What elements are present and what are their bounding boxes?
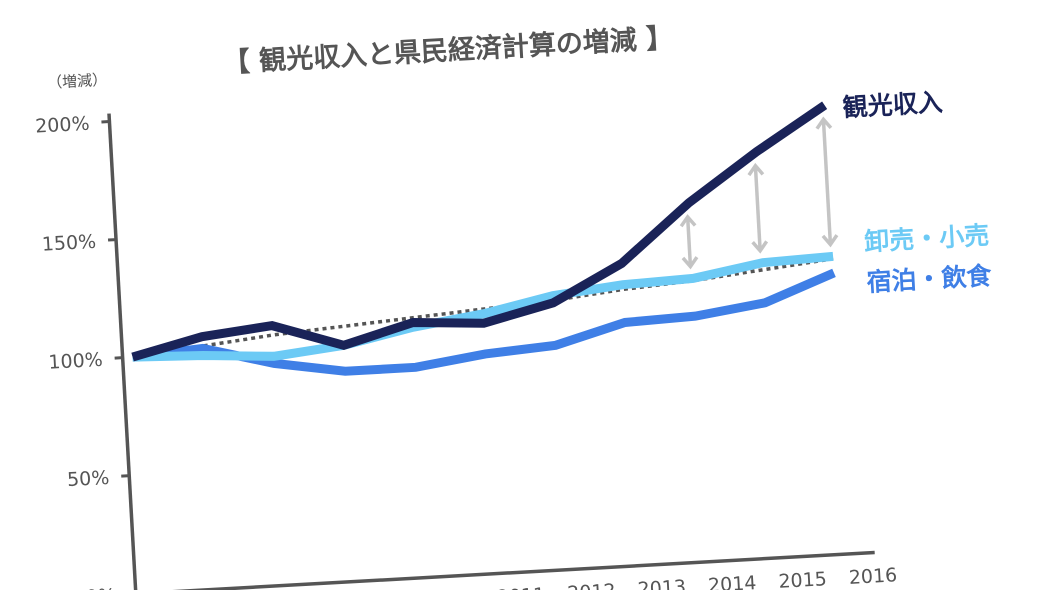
legend-label-2: 宿泊・飲食 [866, 261, 993, 297]
x-tick-label: 2015 [778, 568, 828, 590]
x-axis: 200820092010201120122013201420152016 [132, 551, 898, 590]
y-axis-line [109, 114, 136, 590]
double-arrow-shaft [823, 119, 830, 244]
legend-label-0: 観光収入 [842, 88, 943, 123]
x-axis-line [132, 552, 875, 590]
x-tick-label: 2016 [848, 564, 898, 589]
chart-title: 【 観光収入と県民経済計算の増減 】 [222, 22, 674, 79]
double-arrow-shaft [755, 166, 760, 251]
series-line-0 [121, 105, 837, 357]
legend-label-1: 卸売・小売 [864, 221, 990, 257]
y-axis-label: （増減） [47, 71, 108, 92]
double-arrow-shaft [688, 217, 691, 267]
x-tick-label: 2011 [496, 584, 546, 590]
y-tick-label: 0% [85, 585, 116, 590]
y-axis: 0% 50% 100% 150% 200% [35, 112, 137, 590]
y-tick-label: 200% [35, 113, 90, 138]
x-tick-label: 2012 [567, 580, 617, 590]
y-tick-label: 50% [67, 467, 110, 491]
y-tick-label: 100% [48, 349, 103, 374]
y-tick-label: 150% [41, 231, 96, 256]
x-tick-label: 2013 [637, 576, 687, 590]
series-lines [121, 105, 838, 383]
x-tick-label: 2014 [707, 572, 757, 590]
